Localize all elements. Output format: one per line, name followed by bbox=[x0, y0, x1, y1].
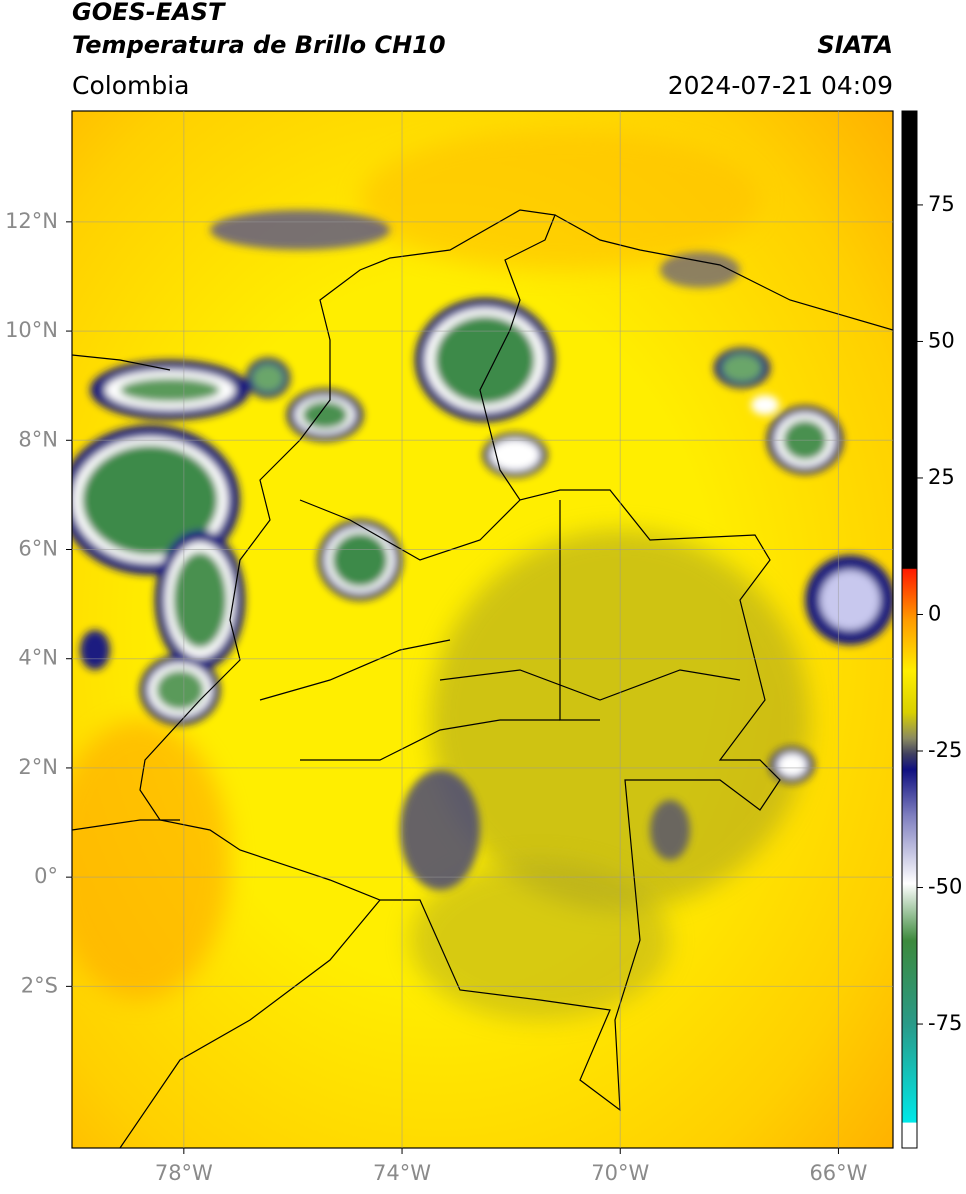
colorbar-tick-label: -25 bbox=[928, 738, 962, 762]
colorbar-tick-label: 75 bbox=[928, 192, 955, 216]
source-label: SIATA bbox=[817, 31, 893, 59]
y-tick-label: 0° bbox=[34, 864, 58, 888]
product-title: Temperatura de Brillo CH10 bbox=[72, 31, 446, 59]
satellite-image bbox=[72, 111, 893, 1148]
y-tick-label: 6°N bbox=[18, 536, 58, 560]
colorbar-tick-label: 0 bbox=[928, 601, 941, 625]
datetime-label: 2024-07-21 04:09 bbox=[668, 71, 893, 100]
y-tick-label: 2°S bbox=[21, 973, 58, 997]
colorbar-tick-label: 50 bbox=[928, 328, 955, 352]
y-tick-label: 2°N bbox=[18, 755, 58, 779]
x-tick-label: 74°W bbox=[373, 1161, 431, 1185]
x-tick-label: 78°W bbox=[155, 1161, 213, 1185]
x-tick-label: 66°W bbox=[809, 1161, 867, 1185]
borders bbox=[72, 209, 893, 1148]
satellite-title: GOES-EAST bbox=[72, 0, 226, 26]
y-tick-label: 12°N bbox=[5, 209, 58, 233]
y-tick-label: 10°N bbox=[5, 318, 58, 342]
y-tick-label: 4°N bbox=[18, 646, 58, 670]
colorbar bbox=[901, 110, 918, 1149]
y-tick-label: 8°N bbox=[18, 427, 58, 451]
colorbar-tick-label: 25 bbox=[928, 465, 955, 489]
x-tick-label: 70°W bbox=[591, 1161, 649, 1185]
colorbar-tick-label: -75 bbox=[928, 1011, 962, 1035]
colorbar-tick-label: -50 bbox=[928, 875, 962, 899]
map-frame bbox=[71, 110, 894, 1149]
region-label: Colombia bbox=[72, 71, 189, 100]
